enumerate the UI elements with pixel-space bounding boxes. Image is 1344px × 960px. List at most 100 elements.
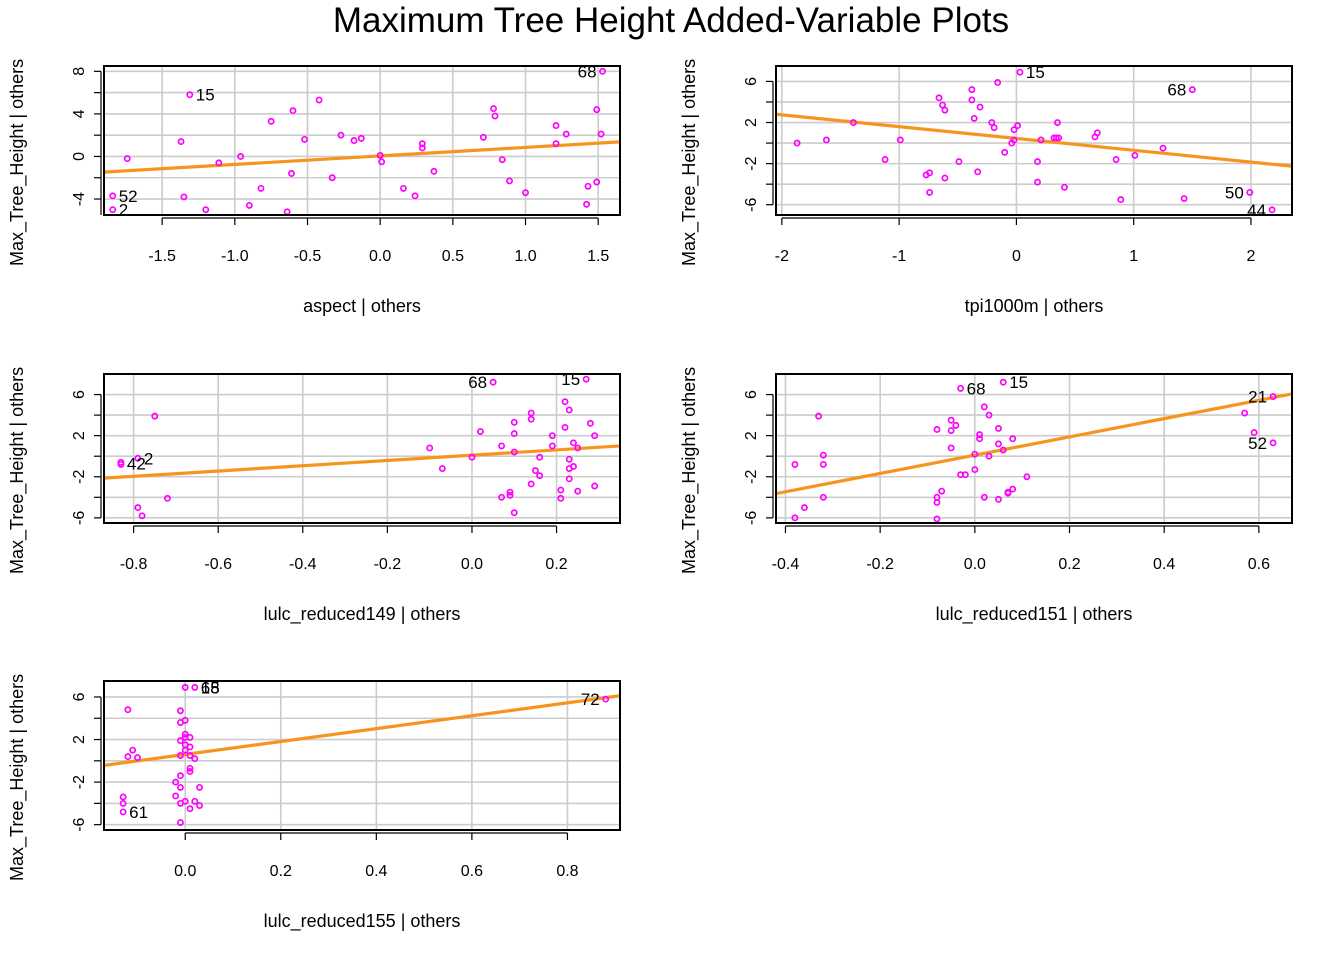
x-tick-label: -1.5 xyxy=(148,248,176,265)
plot-region xyxy=(104,66,620,215)
data-point xyxy=(489,378,497,386)
data-point xyxy=(971,450,979,458)
x-axis-label: tpi1000m | others xyxy=(965,296,1104,316)
data-point xyxy=(968,96,976,104)
y-tick-label: -2 xyxy=(71,775,88,789)
y-tick-label: -6 xyxy=(71,817,88,831)
data-point xyxy=(957,384,965,392)
plot-frame xyxy=(103,373,621,524)
data-point xyxy=(411,192,419,200)
data-point xyxy=(1010,126,1018,134)
data-point xyxy=(479,133,487,141)
data-point xyxy=(109,192,117,200)
point-label: 42 xyxy=(127,454,146,473)
data-point xyxy=(570,463,577,470)
x-tick-label: 0.8 xyxy=(556,863,578,880)
data-point xyxy=(1180,195,1188,203)
x-axis-label: lulc_reduced155 | others xyxy=(264,911,461,932)
data-point xyxy=(933,426,941,433)
data-point xyxy=(123,155,131,163)
data-point xyxy=(1010,136,1018,144)
point-label: 2 xyxy=(144,449,153,468)
data-point xyxy=(1188,86,1196,94)
data-point xyxy=(506,491,514,499)
data-point xyxy=(1093,129,1101,137)
x-tick-label: 0.0 xyxy=(174,863,196,880)
data-point xyxy=(498,493,506,501)
y-tick-label: 6 xyxy=(71,390,88,399)
y-tick-label: -6 xyxy=(743,511,760,525)
data-point xyxy=(267,117,275,125)
y-axis-label-group: Max_Tree_Height | others xyxy=(7,367,28,574)
y-tick-label: 4 xyxy=(71,109,88,118)
panel-aspect: 68 15 522 -1.5 -1.0 -0.5 0.0 0.5 1.0 1.5 -4 0 4 8 aspe… xyxy=(7,59,621,316)
data-point xyxy=(995,495,1002,503)
data-point xyxy=(565,406,573,414)
data-point xyxy=(138,512,146,520)
data-point xyxy=(134,504,142,512)
x-axis-label: aspect | others xyxy=(303,296,421,316)
data-point xyxy=(119,793,127,801)
data-point xyxy=(800,504,808,512)
data-point xyxy=(191,797,199,805)
data-point xyxy=(289,107,297,115)
data-point xyxy=(151,412,159,420)
data-point xyxy=(176,819,184,827)
data-point xyxy=(926,169,934,177)
regression-line xyxy=(776,112,1292,168)
data-point xyxy=(552,122,560,130)
point-label: 15 xyxy=(1026,63,1045,82)
x-tick-label: 0.5 xyxy=(442,248,464,265)
x-tick-label: 0.0 xyxy=(461,556,483,573)
data-point xyxy=(1246,188,1254,196)
data-point xyxy=(849,119,857,126)
data-point xyxy=(177,138,185,146)
data-point xyxy=(124,706,132,714)
regression-line xyxy=(104,140,620,174)
data-point xyxy=(510,430,518,438)
data-point xyxy=(399,184,407,192)
x-tick-label: 0.0 xyxy=(369,248,391,265)
point-label: 15 xyxy=(561,370,580,389)
data-point xyxy=(1112,156,1120,163)
data-point xyxy=(976,431,984,439)
data-point xyxy=(468,453,476,461)
data-point xyxy=(1016,68,1024,76)
data-point xyxy=(791,460,799,468)
y-axis-label: Max_Tree_Height | others xyxy=(7,674,28,881)
x-tick-label: -0.8 xyxy=(120,556,148,573)
data-point xyxy=(506,488,514,496)
point-label: 52 xyxy=(119,187,138,206)
data-point xyxy=(438,465,446,472)
data-point xyxy=(176,783,184,791)
x-tick-label: -0.4 xyxy=(289,556,317,573)
point-label: 61 xyxy=(129,803,148,822)
y-tick-label: -6 xyxy=(71,511,88,525)
y-tick-label: -4 xyxy=(71,192,88,206)
data-point xyxy=(1250,429,1258,437)
x-tick-label: 0.2 xyxy=(1058,556,1080,573)
data-point xyxy=(935,94,943,102)
data-point xyxy=(976,103,984,111)
data-point xyxy=(315,96,323,104)
data-point xyxy=(1055,134,1063,142)
y-axis-label-group: Max_Tree_Height | others xyxy=(7,59,28,266)
data-point xyxy=(186,764,194,772)
x-tick-label: 0.4 xyxy=(1153,556,1175,573)
data-point xyxy=(584,182,592,190)
data-point xyxy=(988,119,996,126)
y-tick-label: 2 xyxy=(743,431,760,440)
data-point xyxy=(476,428,484,435)
x-tick-label: 0.4 xyxy=(365,863,387,880)
data-point xyxy=(557,494,565,502)
regression-line xyxy=(104,694,620,767)
point-label: 68 xyxy=(967,379,986,398)
point-label: 15 xyxy=(1009,373,1028,392)
plot-region xyxy=(104,681,620,830)
data-point xyxy=(536,472,544,480)
data-point xyxy=(974,168,982,176)
x-tick-label: 0.6 xyxy=(1248,556,1270,573)
data-point xyxy=(510,448,518,456)
data-point xyxy=(426,444,434,452)
